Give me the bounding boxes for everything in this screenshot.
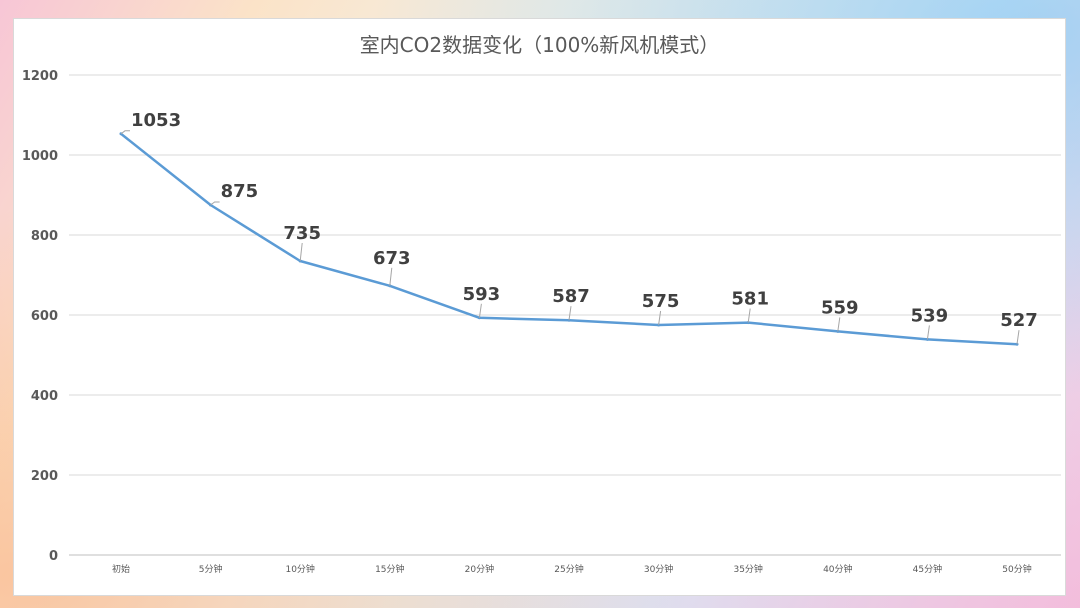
x-tick-label: 10分钟 [285,563,314,575]
data-label: 875 [221,181,259,202]
leader-line [1016,330,1020,345]
x-tick-label: 30分钟 [644,563,673,575]
leader-line [926,325,930,340]
data-label: 539 [911,305,949,326]
data-label: 527 [1000,310,1038,331]
data-label: 587 [552,286,590,307]
y-tick-label: 800 [31,229,58,244]
line-chart: 0 200 400 600 800 1000 1200 初始 5分钟 10分钟 15分钟 20分钟 25… [22,69,1061,575]
leader-line [210,201,220,206]
data-label: 593 [463,284,501,305]
leader-line [299,242,303,262]
leader-line [568,306,572,321]
y-tick-label: 0 [49,549,58,564]
y-tick-label: 1200 [22,69,58,84]
leader-line [658,310,662,326]
y-tick-label: 400 [31,389,58,404]
x-tick-label: 35分钟 [733,563,762,575]
leader-line [747,308,751,323]
x-tick-label: 40分钟 [823,563,852,575]
x-tick-label: 15分钟 [375,563,404,575]
leader-line [389,267,393,286]
data-label: 575 [642,291,680,312]
leader-line [837,317,841,332]
chart-title: 室内CO2数据变化（100%新风机模式） [359,33,720,57]
chart-panel: 室内CO2数据变化（100%新风机模式） 0 200 400 600 800 1000 12… [13,18,1066,596]
x-tick-label: 25分钟 [554,563,583,575]
x-tick-label: 20分钟 [465,563,494,575]
data-label: 581 [731,289,769,310]
x-tick-label: 50分钟 [1002,563,1031,575]
x-tick-label: 45分钟 [913,563,942,575]
y-tick-label: 1000 [22,149,58,164]
data-label: 735 [283,223,321,244]
data-label: 673 [373,248,411,269]
leader-line [120,130,130,135]
series-line [119,132,1019,346]
y-tick-label: 200 [31,469,58,484]
watermark: 住小帮@娟娟范儿 [15,575,103,588]
data-label: 1053 [131,110,181,131]
leader-line [478,303,482,318]
x-tick-label: 5分钟 [199,563,223,575]
data-label: 559 [821,297,859,318]
y-tick-label: 600 [31,309,58,324]
x-tick-label: 初始 [112,563,130,575]
